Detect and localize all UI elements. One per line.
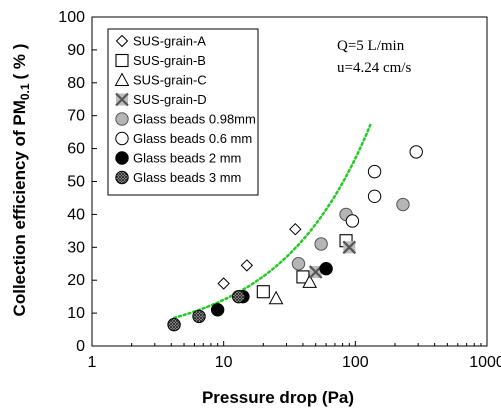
x-tick-label: 1: [88, 354, 97, 371]
legend-marker: [115, 34, 129, 48]
point-sus-grain-a: [240, 259, 254, 272]
point-glass-beads-2-mm: [319, 261, 333, 276]
point-glass-beads-0-6-mm: [345, 214, 360, 228]
point-sus-grain-b: [256, 285, 270, 299]
legend-label: SUS-grain-D: [133, 92, 207, 107]
legend-marker: [114, 72, 130, 86]
y-axis-title-subscript: 0.1: [18, 83, 32, 100]
y-tick-label: 70: [67, 108, 85, 125]
x-tick-label: 100: [342, 354, 369, 371]
legend-marker: [115, 112, 129, 126]
y-tick-label: 20: [67, 272, 85, 289]
y-tick-label: 80: [67, 75, 85, 92]
y-tick-label: 40: [67, 206, 85, 223]
x-tick-label: 10: [215, 354, 233, 371]
point-glass-beads-0-6-mm: [409, 145, 423, 159]
y-tick-label: 30: [67, 239, 85, 256]
trend-line-path: [172, 123, 372, 320]
y-axis-title: Collection efficiency of PM0.1 ( % ): [10, 44, 32, 317]
point-glass-beads-2-mm: [210, 303, 225, 317]
y-tick-label: 50: [67, 174, 85, 191]
legend-label: SUS-grain-B: [133, 53, 206, 68]
annotation-velocity: u=4.24 cm/s: [337, 60, 411, 76]
legend-marker: [115, 151, 129, 165]
legend-marker: [115, 170, 129, 185]
legend-marker: [115, 53, 129, 68]
annotation-flow: Q=5 L/min: [337, 38, 405, 54]
point-sus-grain-c: [302, 274, 318, 288]
point-glass-beads-3-mm: [231, 289, 246, 304]
y-tick-label: 100: [58, 9, 85, 26]
y-axis-title-unit: ( % ): [10, 44, 29, 80]
point-glass-beads-0-6-mm: [367, 164, 382, 179]
legend-label: Glass beads 3 mm: [133, 170, 241, 185]
y-tick-label: 90: [67, 42, 85, 59]
legend-box: [107, 28, 259, 196]
y-axis-title-main: Collection efficiency of PM: [10, 100, 29, 316]
y-tick-label: 60: [67, 141, 85, 158]
legend-label: Glass beads 0.6 mm: [133, 131, 252, 146]
legend-marker: [115, 92, 129, 107]
point-glass-beads-0-98mm: [396, 197, 410, 212]
legend-label: Glass beads 0.98mm: [133, 112, 256, 127]
point-glass-beads-3-mm: [167, 317, 181, 332]
point-glass-beads-0-6-mm: [367, 189, 382, 204]
point-sus-grain-a: [289, 222, 302, 236]
legend-label: SUS-grain-C: [133, 73, 207, 88]
data-points: [167, 145, 423, 332]
point-sus-grain-a: [217, 277, 230, 290]
y-tick-label: 0: [76, 338, 85, 355]
x-tick-label: 1000: [469, 354, 501, 371]
trend-line: [172, 123, 372, 320]
point-glass-beads-3-mm: [192, 309, 206, 324]
legend-marker: [115, 131, 129, 146]
point-sus-grain-d: [342, 240, 357, 255]
point-sus-grain-c: [268, 290, 284, 305]
point-glass-beads-0-98mm: [314, 237, 328, 251]
point-glass-beads-0-98mm: [291, 257, 306, 271]
y-tick-label: 10: [67, 305, 85, 322]
x-axis-title: Pressure drop (Pa): [202, 388, 354, 407]
legend: SUS-grain-A SUS-grain-B SUS-grain-C SUS-gra…: [107, 28, 259, 196]
legend-label: Glass beads 2 mm: [133, 151, 241, 166]
legend-label: SUS-grain-A: [133, 34, 206, 49]
